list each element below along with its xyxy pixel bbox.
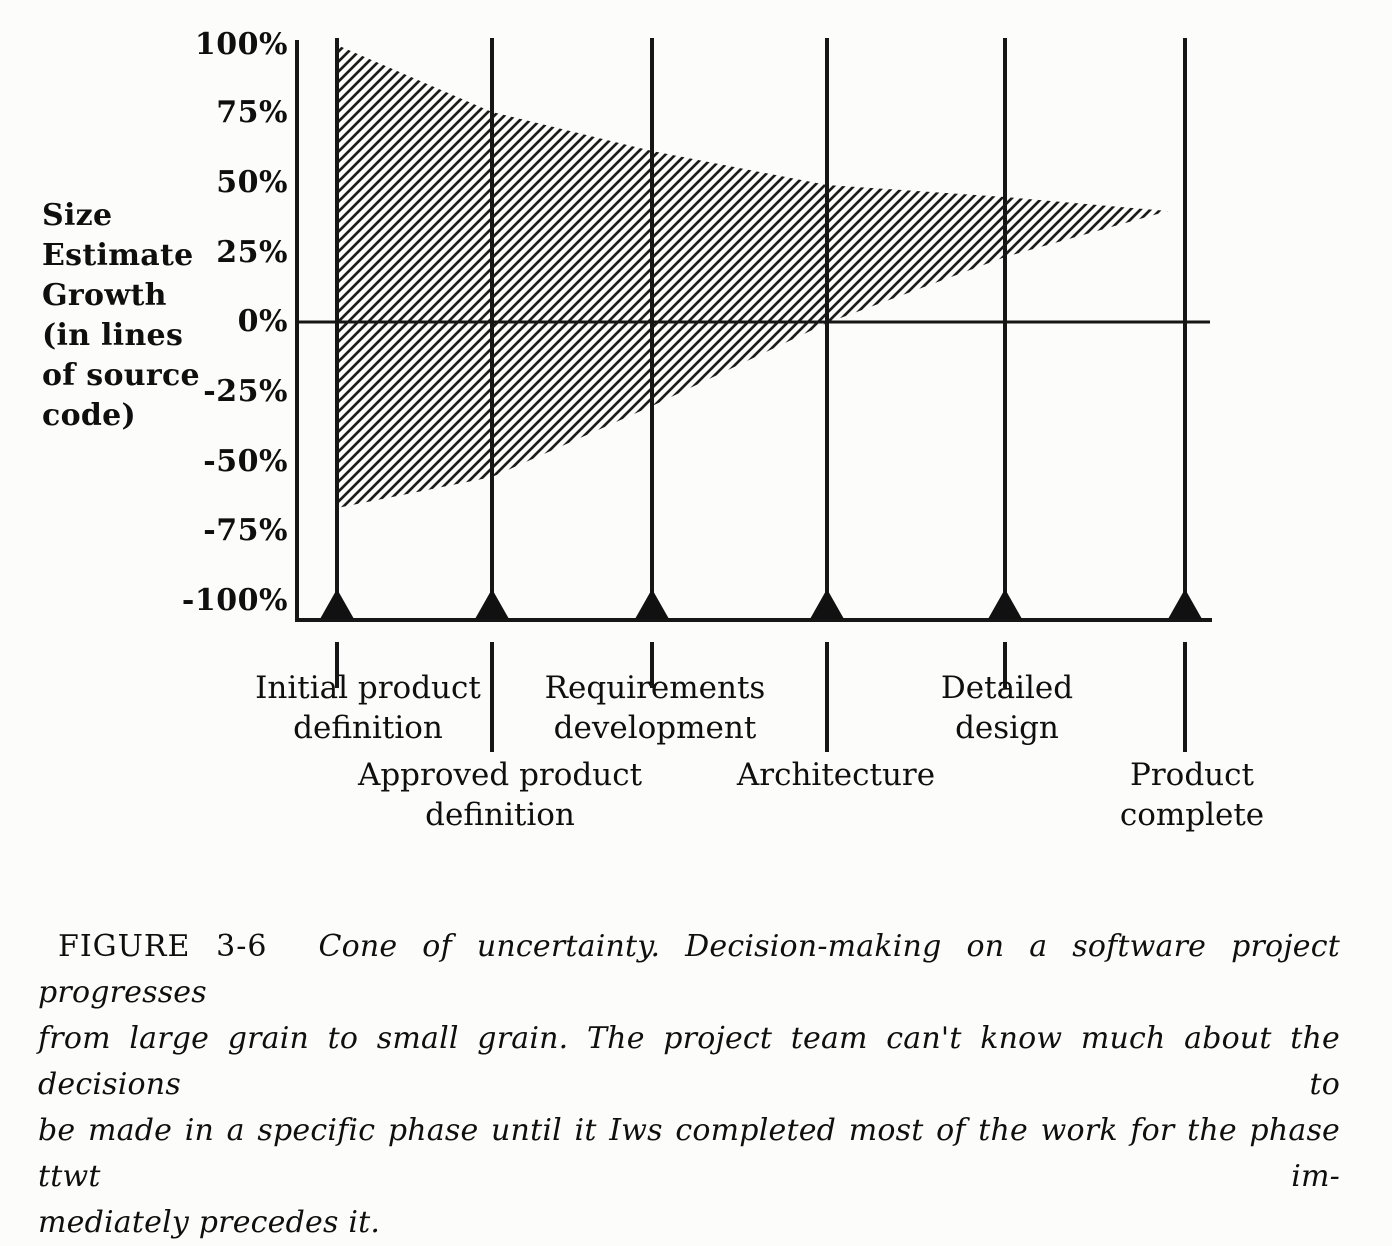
milestone-label-architecture: Architecture — [736, 757, 936, 793]
milestone-label-approved-product-definition: Approved product definition — [357, 757, 643, 833]
milestone-label-product-complete: Product complete — [1119, 757, 1265, 833]
milestone-marker-3 — [635, 589, 669, 619]
y-axis-title-line: of source — [42, 358, 200, 393]
milestone-marker-1 — [320, 589, 354, 619]
caption-line: mediately precedes it. — [38, 1205, 381, 1240]
caption-figure-number: FIGURE 3-6 — [58, 929, 268, 964]
y-axis-title-line: (in lines — [42, 318, 184, 353]
y-axis-title-line: Estimate — [42, 238, 194, 273]
milestone-label-requirements-development: Requirements development — [544, 670, 766, 746]
milestone-marker-2 — [475, 589, 509, 619]
caption-text: Cone of uncertainty. Decision-making on … — [38, 929, 1340, 1010]
figure-caption: FIGURE 3-6 Cone of uncertainty. Decision… — [38, 924, 1340, 1246]
y-tick-label: -50% — [203, 444, 288, 479]
y-axis-title-line: Growth — [42, 278, 167, 313]
caption-line: FIGURE 3-6 Cone of uncertainty. Decision… — [38, 924, 1340, 1016]
cone-of-uncertainty-chart — [295, 38, 1212, 752]
y-tick-label: 100% — [194, 27, 288, 62]
y-tick-label: -75% — [203, 513, 288, 548]
y-tick-label: 25% — [216, 235, 288, 270]
milestone-marker-4 — [810, 589, 844, 619]
y-axis-title-line: Size — [42, 198, 113, 233]
milestone-label-initial-product-definition: Initial product definition — [255, 670, 481, 746]
cone-area — [337, 45, 1168, 508]
caption-line: from large grain to small grain. The pro… — [38, 1021, 1340, 1102]
milestone-label-detailed-design: Detailed design — [940, 670, 1074, 746]
y-tick-label: 50% — [216, 165, 288, 200]
milestone-marker-5 — [988, 589, 1022, 619]
caption-line: be made in a specific phase until it Iws… — [38, 1113, 1340, 1194]
y-tick-label: -25% — [203, 374, 288, 409]
y-tick-label: 75% — [216, 95, 288, 130]
milestone-marker-6 — [1168, 589, 1202, 619]
y-axis-title-line: code) — [42, 398, 137, 433]
y-axis-title: Size Estimate Growth (in lines of source… — [42, 196, 200, 436]
y-tick-label: -100% — [181, 583, 288, 618]
y-tick-label: 0% — [237, 304, 288, 339]
